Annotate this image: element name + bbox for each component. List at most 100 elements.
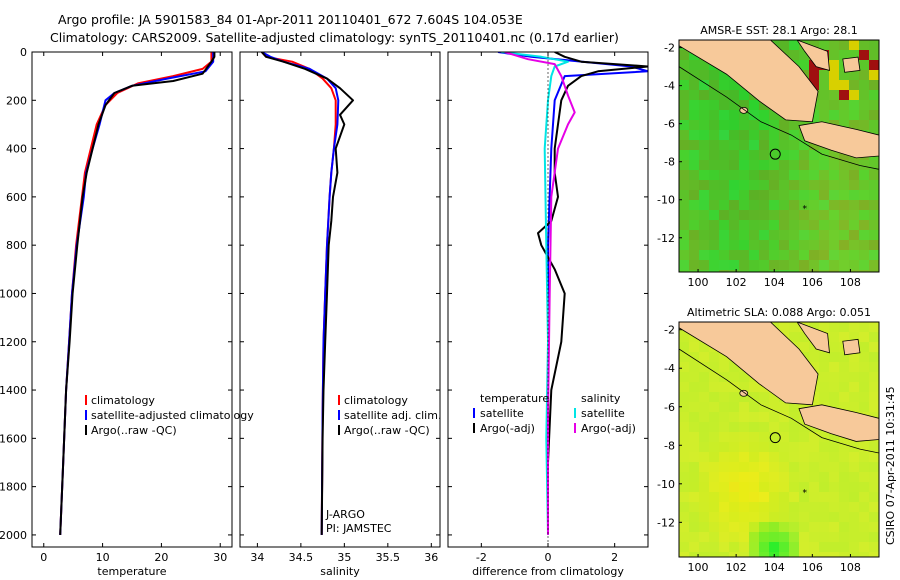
sla-map-field-cell xyxy=(749,462,759,472)
sla-map-field-cell xyxy=(809,472,819,482)
sla-map-field-cell xyxy=(679,402,689,412)
sst-map-field-cell xyxy=(819,170,829,180)
sla-map-field-cell xyxy=(829,502,839,512)
sla-map-field-cell xyxy=(849,542,859,552)
sst-map-field-cell xyxy=(869,230,879,240)
sst-map-field-cell xyxy=(839,160,849,170)
sla-map-field-cell xyxy=(839,492,849,502)
sla-map-field-cell xyxy=(869,352,879,362)
sst-map-field-cell xyxy=(709,140,719,150)
sst-map-field-cell xyxy=(719,230,729,240)
sst-map-field-cell xyxy=(779,150,789,160)
sla-map-field-cell xyxy=(779,492,789,502)
sst-map-field-cell xyxy=(849,190,859,200)
sst-map-field-cell xyxy=(739,230,749,240)
salinity-xtick-label: 34.5 xyxy=(289,551,314,564)
sst-map-field-cell xyxy=(769,110,779,120)
sla-map-field-cell xyxy=(869,322,879,332)
sst-map-field-cell xyxy=(779,140,789,150)
sst-map-field-cell xyxy=(749,150,759,160)
sst-map-field-cell xyxy=(739,100,749,110)
sst-map-field-cell xyxy=(699,60,709,70)
sst-map-field-cell xyxy=(849,260,859,270)
sst-map-field-cell xyxy=(869,270,879,272)
sst-map-field-cell xyxy=(759,210,769,220)
figure-title-line2: Climatology: CARS2009. Satellite-adjuste… xyxy=(50,30,619,45)
sst-map-field-cell xyxy=(759,260,769,270)
sla-map-field-cell xyxy=(799,532,809,542)
sla-map-ytick-label: -4 xyxy=(664,362,675,375)
sst-map-field-cell xyxy=(869,210,879,220)
sst-map-field-cell xyxy=(719,140,729,150)
sst-map-field-cell xyxy=(699,170,709,180)
sst-map-title: AMSR-E SST: 28.1 Argo: 28.1 xyxy=(700,24,858,37)
sst-map-field-cell xyxy=(689,220,699,230)
sla-map-field-cell xyxy=(699,382,709,392)
sst-map-field-cell xyxy=(849,220,859,230)
sst-map-field-cell xyxy=(809,190,819,200)
sst-map-field-cell xyxy=(839,220,849,230)
temperature-series-0-line xyxy=(59,52,213,535)
sla-map-field-cell xyxy=(699,442,709,452)
sst-map-field-cell xyxy=(779,230,789,240)
sst-map-field-cell xyxy=(809,180,819,190)
sla-map-field-cell xyxy=(699,552,709,557)
sla-map-field-cell xyxy=(729,432,739,442)
sla-map-field-cell xyxy=(849,492,859,502)
sst-map-field-cell xyxy=(789,40,799,50)
sst-map-isobath xyxy=(679,66,879,170)
sst-map-field-cell xyxy=(819,270,829,272)
sst-map-field-cell xyxy=(719,190,729,200)
sla-map-profile-marker xyxy=(769,432,781,444)
sst-map-field-cell xyxy=(789,140,799,150)
sst-map-ytick-label: -4 xyxy=(664,80,675,93)
sst-map-field-cell xyxy=(729,160,739,170)
sla-map-field-cell xyxy=(799,522,809,532)
sst-map-field-cell xyxy=(699,210,709,220)
sst-map-field-cell xyxy=(869,90,879,100)
sst-map-field-cell xyxy=(809,80,819,90)
sst-map-field-cell xyxy=(689,170,699,180)
sst-map-field-cell xyxy=(789,170,799,180)
sst-map-frame xyxy=(678,39,880,273)
sla-map-field-cell xyxy=(819,432,829,442)
sla-map-field-cell xyxy=(839,402,849,412)
sla-map-field-cell xyxy=(679,472,689,482)
sst-map-field-cell xyxy=(729,100,739,110)
sst-map-field-cell xyxy=(789,190,799,200)
sst-map-field-cell xyxy=(779,170,789,180)
sst-map-field-cell xyxy=(729,140,739,150)
sla-map-field-cell xyxy=(799,502,809,512)
sla-map-field-cell xyxy=(769,442,779,452)
sla-map-field-cell xyxy=(739,542,749,552)
sst-map-land-java xyxy=(798,121,879,159)
sst-map-field-cell xyxy=(839,250,849,260)
sst-map-field-cell xyxy=(709,150,719,160)
sst-map-field-cell xyxy=(839,230,849,240)
salinity-legend-entry: satellite adj. clim. xyxy=(344,409,441,422)
sst-map-field-cell xyxy=(699,80,709,90)
sla-map-field-cell xyxy=(829,492,839,502)
sst-map-field-cell xyxy=(729,220,739,230)
sla-map-field-cell xyxy=(799,402,809,412)
sst-map-field-cell xyxy=(829,200,839,210)
sla-map-field-cell xyxy=(709,532,719,542)
sst-map-field-cell xyxy=(789,220,799,230)
sla-map-field-cell xyxy=(729,502,739,512)
sst-map-ytick-label: -6 xyxy=(664,118,675,131)
sst-map-field-cell xyxy=(749,140,759,150)
sst-map-land-enggano xyxy=(739,106,749,114)
sst-map-field-cell xyxy=(719,220,729,230)
sst-map-field-cell xyxy=(689,100,699,110)
salinity-legend-entry: climatology xyxy=(344,394,408,407)
sst-map-field-cell xyxy=(799,180,809,190)
sla-map-field-cell xyxy=(829,332,839,342)
sst-map-field-cell xyxy=(679,260,689,270)
sla-map-field-cell xyxy=(739,522,749,532)
sla-map-field-cell xyxy=(779,442,789,452)
sla-map-field-cell xyxy=(689,452,699,462)
sla-map-field-cell xyxy=(829,362,839,372)
sla-map-field-cell xyxy=(699,402,709,412)
sla-map-field-cell xyxy=(699,372,709,382)
salinity-frame xyxy=(239,51,441,548)
